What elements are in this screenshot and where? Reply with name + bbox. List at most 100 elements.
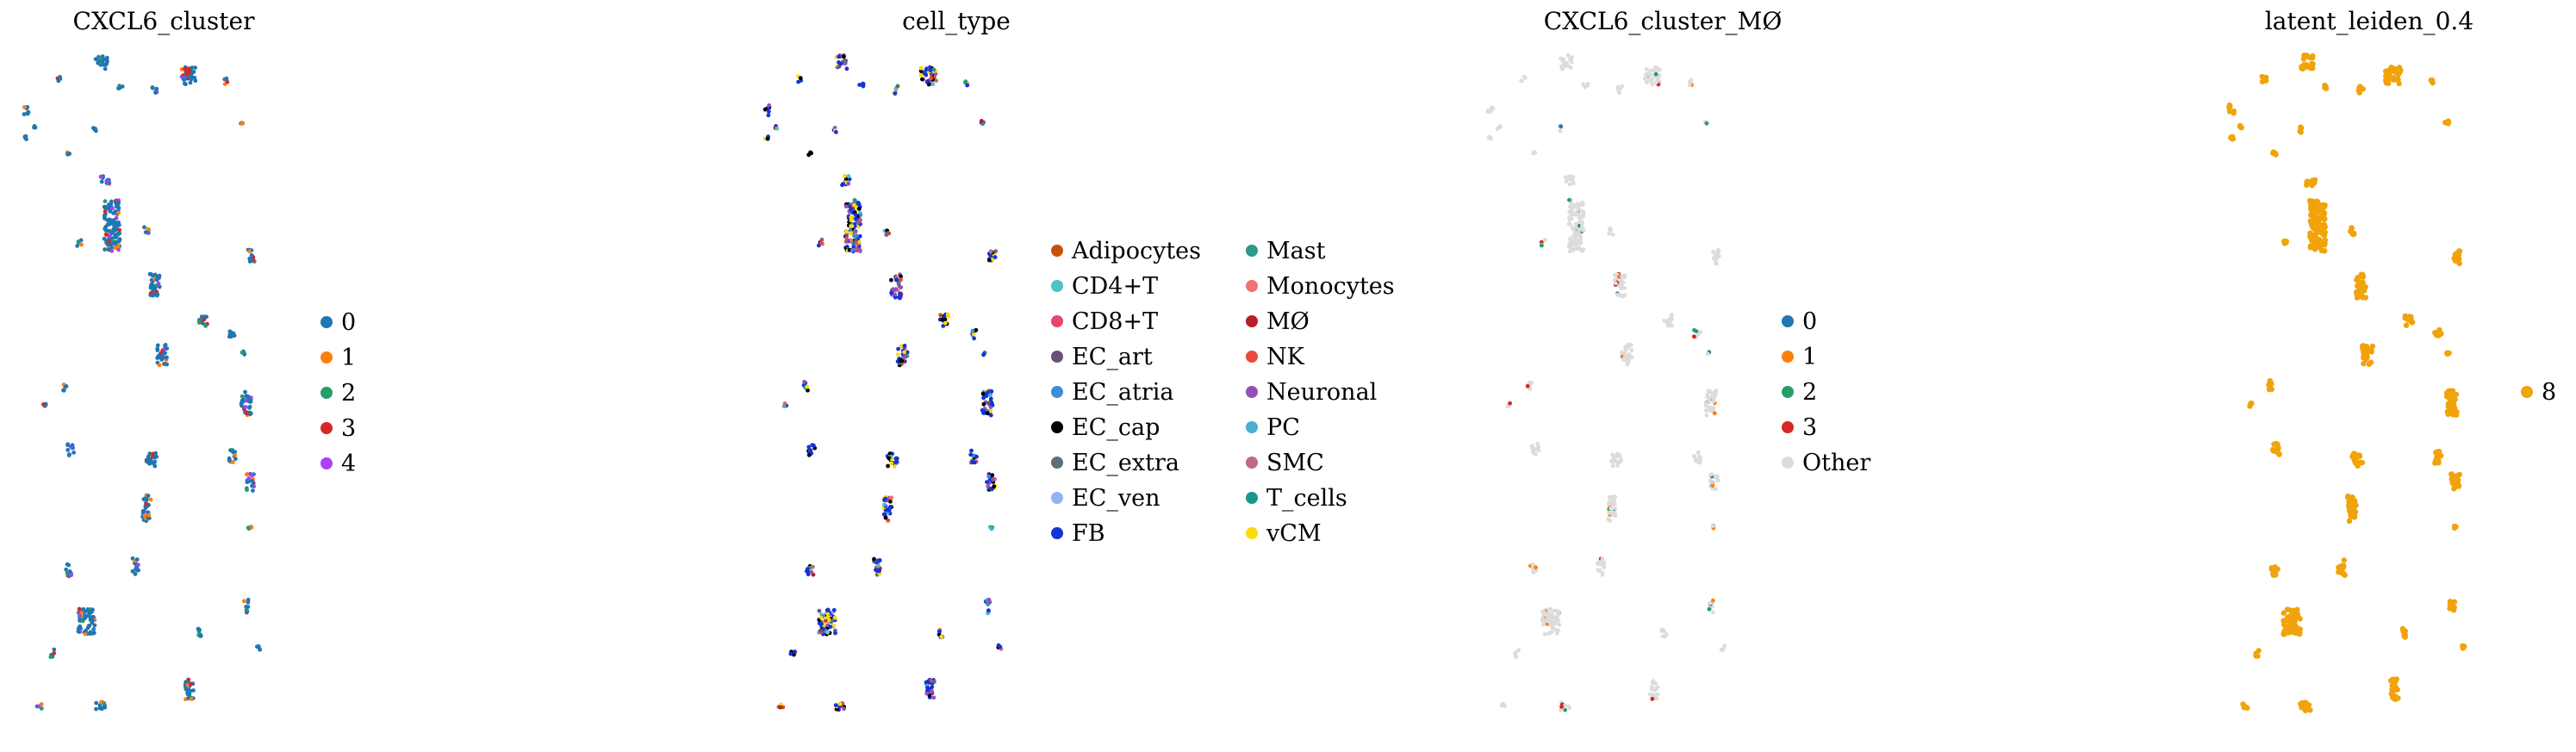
scatter-point <box>989 526 994 531</box>
scatter-point <box>25 104 30 109</box>
scatter-point <box>1544 618 1549 624</box>
scatter-point <box>1710 610 1715 615</box>
scatter-point <box>837 701 843 706</box>
scatter-point <box>980 391 986 396</box>
scatter-point <box>1704 413 1709 418</box>
scatter-point <box>94 700 99 705</box>
scatter-point <box>1693 457 1698 462</box>
scatter-point <box>99 699 103 705</box>
scatter-point <box>1531 447 1536 451</box>
scatter-point <box>1568 65 1573 70</box>
scatter-point <box>113 209 118 214</box>
scatter-point <box>849 231 853 236</box>
scatter-point <box>111 218 116 222</box>
scatter-point <box>931 695 936 700</box>
scatter-point <box>146 227 151 232</box>
scatter-point <box>818 615 824 620</box>
scatter-point <box>844 236 849 240</box>
legend-entry: FB <box>1051 516 1201 551</box>
scatter-point <box>834 130 838 134</box>
scatter-point <box>2361 360 2367 367</box>
scatter-point <box>1651 68 1656 72</box>
scatter-point <box>116 200 121 205</box>
scatter-point <box>182 78 187 82</box>
legend-marker <box>320 386 333 399</box>
scatter-point <box>2317 244 2323 251</box>
scatter-point <box>146 454 151 459</box>
legend-entry: vCM <box>1246 516 1395 551</box>
scatter-point <box>851 241 856 245</box>
scatter-point <box>932 679 936 684</box>
scatter-point <box>2460 643 2466 649</box>
scatter-point <box>819 621 824 626</box>
scatter-point <box>2362 283 2368 290</box>
scatter-point <box>1541 617 1546 622</box>
scatter-point <box>117 227 122 233</box>
scatter-point <box>2302 707 2309 713</box>
scatter-point <box>1554 608 1559 613</box>
legend-label: PC <box>1266 414 1300 441</box>
scatter-point <box>141 497 146 501</box>
scatter-point <box>1485 109 1490 115</box>
scatter-point <box>1620 84 1625 89</box>
scatter-point <box>825 608 831 612</box>
scatter-point <box>893 287 899 292</box>
scatter-point <box>805 569 809 574</box>
scatter-point <box>1495 127 1500 132</box>
scatter-point <box>1608 511 1612 516</box>
scatter-point <box>2270 571 2276 577</box>
scatter-point <box>2237 123 2243 129</box>
legend-label: T_cells <box>1266 485 1347 512</box>
legend-label: 3 <box>341 415 357 442</box>
scatter-point <box>1508 401 1512 406</box>
scatter-point <box>1571 239 1577 244</box>
scatter-point <box>115 231 121 236</box>
legend-entry: EC_atria <box>1051 375 1201 410</box>
scatter-point <box>2448 398 2454 404</box>
scatter-point <box>1564 179 1569 184</box>
scatter-point <box>1645 80 1649 85</box>
scatter-point <box>2357 84 2363 90</box>
scatter-point <box>924 680 929 685</box>
scatter-point <box>884 233 889 237</box>
scatter-point <box>149 282 154 287</box>
scatter-point <box>939 634 944 639</box>
scatter-point <box>889 461 894 466</box>
legend-entry: PC <box>1246 410 1395 445</box>
scatter-point <box>898 295 902 301</box>
legend-marker <box>1782 420 1794 433</box>
scatter-point <box>2299 65 2306 72</box>
scatter-point <box>2307 202 2314 208</box>
scatter-point <box>825 630 830 635</box>
scatter-point <box>233 457 238 462</box>
scatter-point <box>1606 517 1610 521</box>
scatter-point <box>940 317 944 322</box>
legend-marker <box>1246 491 1259 504</box>
scatter-point <box>1714 474 1719 478</box>
scatter-point <box>1707 396 1712 401</box>
scatter-point <box>2386 70 2392 77</box>
scatter-point <box>85 625 90 631</box>
scatter-point <box>249 473 254 478</box>
scatter-point <box>979 119 984 123</box>
scatter-point <box>945 312 950 317</box>
scatter-point <box>1662 634 1667 639</box>
scatter-point <box>245 472 249 476</box>
scatter-plot <box>762 53 1004 712</box>
legend-marker <box>1051 526 1063 539</box>
legend-column: 0 1 2 3 Other <box>1782 304 1870 481</box>
scatter-point <box>849 218 854 223</box>
scatter-point <box>2451 605 2457 611</box>
scatter-point <box>248 258 253 262</box>
scatter-point <box>116 247 121 252</box>
scatter-point <box>1698 456 1702 460</box>
panel-title: cell_type <box>902 7 1011 35</box>
scatter-point <box>2367 346 2374 353</box>
legend-marker <box>1246 456 1259 469</box>
legend-label: MØ <box>1266 308 1310 335</box>
scatter-point <box>2231 108 2237 115</box>
scatter-point <box>854 216 858 221</box>
scatter-point <box>1546 607 1552 612</box>
legend-label: 1 <box>1802 344 1818 370</box>
legend-label: 4 <box>341 451 357 477</box>
